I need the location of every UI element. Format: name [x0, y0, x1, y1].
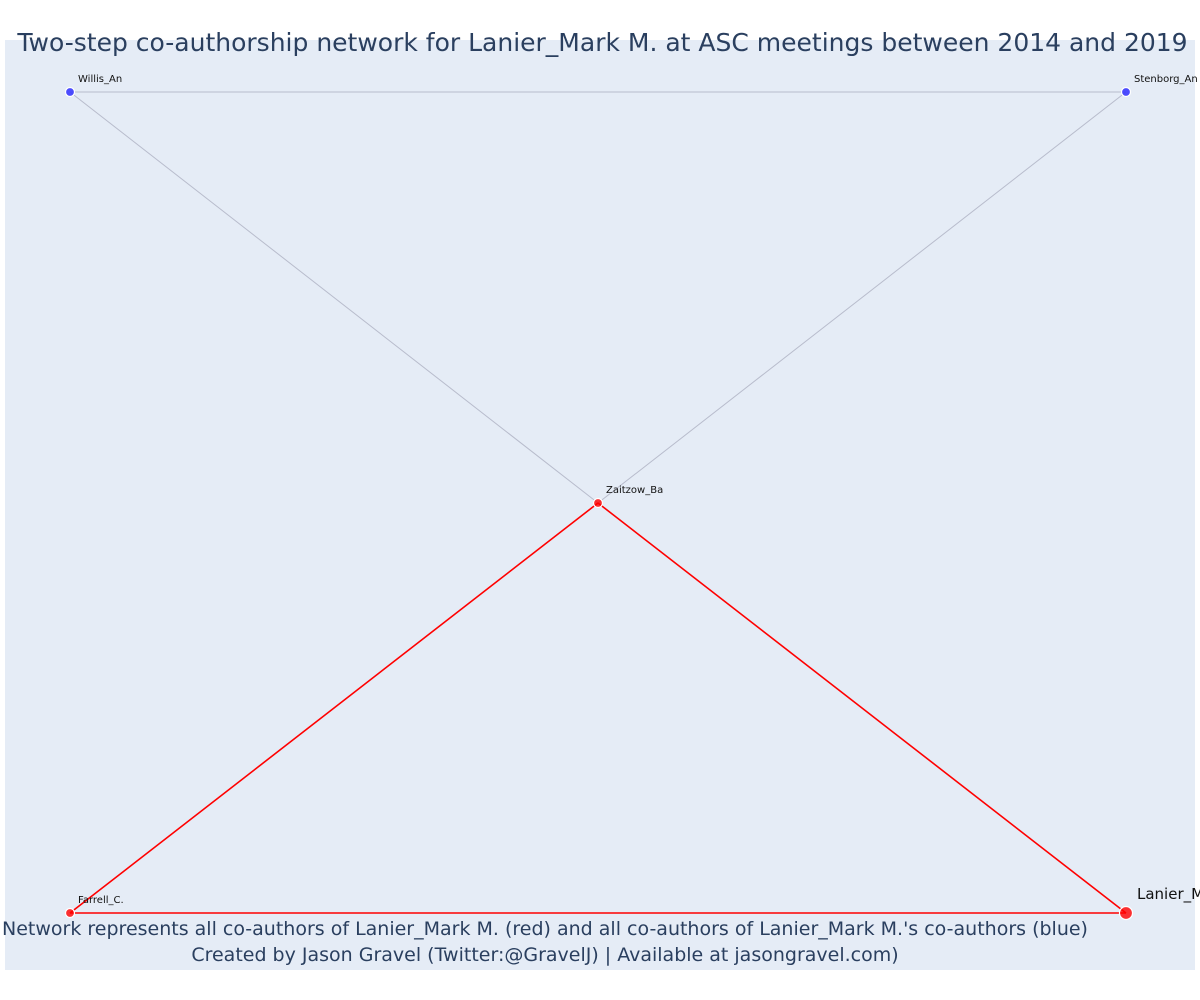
edge-stenborg-zaitzow	[597, 91, 1127, 504]
edge-zaitzow-lanier	[597, 502, 1127, 914]
footer-credit: Created by Jason Gravel (Twitter:@Gravel…	[191, 944, 899, 966]
node-zaitzow[interactable]	[592, 497, 604, 509]
edge-willis-zaitzow	[69, 91, 599, 504]
node-label-stenborg: Stenborg_An	[1134, 74, 1198, 85]
footer-description: Network represents all co-authors of Lan…	[2, 918, 1088, 940]
edge-zaitzow-farrell	[69, 502, 599, 914]
node-farrell[interactable]	[64, 907, 76, 919]
node-lanier[interactable]	[1118, 905, 1134, 921]
node-label-zaitzow: Zaitzow_Ba	[606, 485, 663, 496]
node-stenborg[interactable]	[1120, 86, 1132, 98]
node-label-lanier: Lanier_Mark M.	[1137, 885, 1200, 904]
node-willis[interactable]	[64, 86, 76, 98]
node-label-farrell: Farrell_C.	[78, 895, 124, 906]
node-label-willis: Willis_An	[78, 74, 122, 85]
chart-title: Two-step co-authorship network for Lanie…	[17, 28, 1188, 57]
